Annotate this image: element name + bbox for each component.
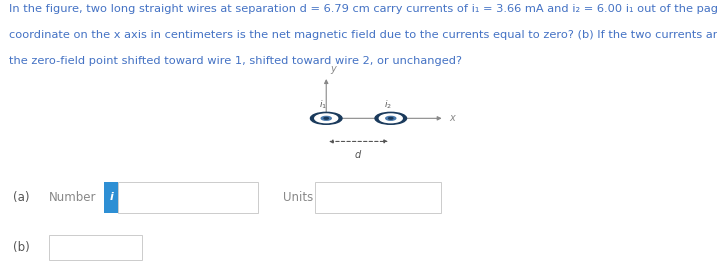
Circle shape: [321, 116, 331, 120]
Text: (a): (a): [13, 191, 29, 204]
Text: In the figure, two long straight wires at separation d = 6.79 cm carry currents : In the figure, two long straight wires a…: [9, 4, 717, 14]
Circle shape: [386, 116, 396, 120]
Text: the zero-field point shifted toward wire 1, shifted toward wire 2, or unchanged?: the zero-field point shifted toward wire…: [9, 56, 462, 66]
Text: $i_1$: $i_1$: [319, 98, 328, 111]
FancyBboxPatch shape: [49, 234, 142, 261]
Text: $d$: $d$: [354, 148, 363, 160]
Circle shape: [379, 114, 402, 123]
Text: Units: Units: [283, 191, 313, 204]
Text: coordinate on the x axis in centimeters is the net magnetic field due to the cur: coordinate on the x axis in centimeters …: [9, 30, 717, 40]
Circle shape: [310, 112, 342, 124]
Text: x: x: [450, 113, 455, 123]
Text: y: y: [331, 64, 336, 74]
Circle shape: [324, 118, 328, 119]
Text: ˅: ˅: [429, 192, 435, 202]
Text: (b): (b): [13, 241, 29, 254]
Text: ˅: ˅: [130, 243, 136, 252]
Text: i: i: [109, 192, 113, 202]
Text: $i_2$: $i_2$: [384, 98, 392, 111]
Circle shape: [375, 112, 407, 124]
FancyBboxPatch shape: [104, 182, 118, 213]
Text: Number: Number: [49, 191, 96, 204]
Circle shape: [315, 114, 338, 123]
FancyBboxPatch shape: [118, 182, 258, 213]
FancyBboxPatch shape: [315, 182, 441, 213]
Circle shape: [389, 118, 393, 119]
